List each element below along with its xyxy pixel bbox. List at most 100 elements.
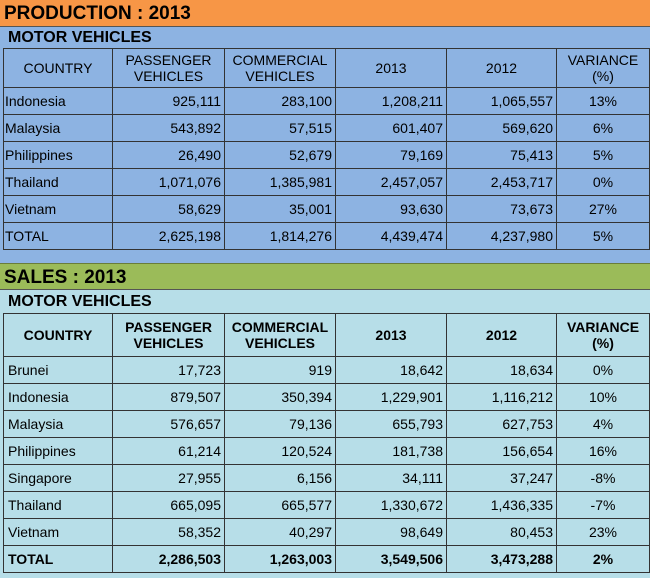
value-cell: 5% [556, 222, 650, 250]
value-cell: 93,630 [335, 195, 447, 223]
value-cell: 10% [556, 383, 650, 411]
country-cell: Philippines [3, 437, 113, 465]
value-cell: 879,507 [112, 383, 225, 411]
value-cell: 27% [556, 195, 650, 223]
header-row: COUNTRY PASSENGER VEHICLES COMMERCIAL VEHI… [3, 48, 650, 88]
country-cell: Brunei [3, 356, 113, 384]
value-cell: 181,738 [335, 437, 447, 465]
value-cell: 79,169 [335, 141, 447, 169]
country-cell: Philippines [3, 141, 113, 169]
country-cell: TOTAL [3, 222, 113, 250]
value-cell: 0% [556, 356, 650, 384]
column-header: 2012 [446, 48, 557, 88]
table-row: Brunei 17,723 919 18,642 18,634 0% [3, 356, 650, 384]
value-cell: 6% [556, 114, 650, 142]
value-cell: 57,515 [224, 114, 336, 142]
value-cell: 0% [556, 168, 650, 196]
value-cell: 2,457,057 [335, 168, 447, 196]
sales-section: MOTOR VEHICLES COUNTRY PASSENGER VEHICLES… [0, 290, 650, 578]
production-title: PRODUCTION : 2013 [0, 0, 650, 27]
value-cell: 627,753 [446, 410, 557, 438]
table-row: Philippines 61,214 120,524 181,738 156,654 16… [3, 437, 650, 465]
value-cell: 156,654 [446, 437, 557, 465]
value-cell: 1,263,003 [224, 545, 336, 573]
value-cell: 569,620 [446, 114, 557, 142]
value-cell: 26,490 [112, 141, 225, 169]
value-cell: 2,453,717 [446, 168, 557, 196]
value-cell: 350,394 [224, 383, 336, 411]
value-cell: 61,214 [112, 437, 225, 465]
total-row: TOTAL 2,625,198 1,814,276 4,439,474 4,237,98… [3, 222, 650, 250]
value-cell: 1,385,981 [224, 168, 336, 196]
country-cell: Vietnam [3, 195, 113, 223]
column-header: COUNTRY [3, 313, 113, 357]
value-cell: 27,955 [112, 464, 225, 492]
value-cell: 601,407 [335, 114, 447, 142]
country-cell: TOTAL [3, 545, 113, 573]
value-cell: 1,330,672 [335, 491, 447, 519]
column-header: COUNTRY [3, 48, 113, 88]
table-row: Thailand 665,095 665,577 1,330,672 1,436,335… [3, 491, 650, 519]
production-subtitle: MOTOR VEHICLES [8, 29, 152, 46]
value-cell: 919 [224, 356, 336, 384]
table-row: Indonesia 925,111 283,100 1,208,211 1,065,55… [3, 87, 650, 115]
value-cell: 16% [556, 437, 650, 465]
value-cell: 4,439,474 [335, 222, 447, 250]
value-cell: 665,577 [224, 491, 336, 519]
table-row: Philippines 26,490 52,679 79,169 75,413 5% [3, 141, 650, 169]
country-cell: Singapore [3, 464, 113, 492]
value-cell: 120,524 [224, 437, 336, 465]
country-cell: Vietnam [3, 518, 113, 546]
value-cell: 3,473,288 [446, 545, 557, 573]
value-cell: 79,136 [224, 410, 336, 438]
production-table: COUNTRY PASSENGER VEHICLES COMMERCIAL VEHI… [3, 48, 650, 250]
value-cell: 13% [556, 87, 650, 115]
value-cell: 35,001 [224, 195, 336, 223]
column-header: PASSENGER VEHICLES [112, 313, 225, 357]
value-cell: 1,116,212 [446, 383, 557, 411]
value-cell: 80,453 [446, 518, 557, 546]
value-cell: 6,156 [224, 464, 336, 492]
country-cell: Indonesia [3, 87, 113, 115]
value-cell: 1,065,557 [446, 87, 557, 115]
column-header: 2013 [335, 48, 447, 88]
value-cell: 1,229,901 [335, 383, 447, 411]
value-cell: 3,549,506 [335, 545, 447, 573]
country-cell: Indonesia [3, 383, 113, 411]
table-row: Indonesia 879,507 350,394 1,229,901 1,116,21… [3, 383, 650, 411]
value-cell: 2,625,198 [112, 222, 225, 250]
header-row: COUNTRY PASSENGER VEHICLES COMMERCIAL VEHI… [3, 313, 650, 357]
value-cell: 2,286,503 [112, 545, 225, 573]
value-cell: 655,793 [335, 410, 447, 438]
value-cell: 58,352 [112, 518, 225, 546]
table-row: Vietnam 58,352 40,297 98,649 80,453 23% [3, 518, 650, 546]
sales-table: COUNTRY PASSENGER VEHICLES COMMERCIAL VEHI… [3, 313, 650, 573]
value-cell: 75,413 [446, 141, 557, 169]
table-row: Malaysia 543,892 57,515 601,407 569,620 6% [3, 114, 650, 142]
value-cell: 1,814,276 [224, 222, 336, 250]
value-cell: 4,237,980 [446, 222, 557, 250]
total-row: TOTAL 2,286,503 1,263,003 3,549,506 3,473,28… [3, 545, 650, 573]
value-cell: 23% [556, 518, 650, 546]
value-cell: 37,247 [446, 464, 557, 492]
country-cell: Malaysia [3, 114, 113, 142]
value-cell: 5% [556, 141, 650, 169]
table-row: Singapore 27,955 6,156 34,111 37,247 -8% [3, 464, 650, 492]
value-cell: 34,111 [335, 464, 447, 492]
column-header: COMMERCIAL VEHICLES [224, 48, 336, 88]
value-cell: 576,657 [112, 410, 225, 438]
value-cell: 17,723 [112, 356, 225, 384]
value-cell: 1,071,076 [112, 168, 225, 196]
value-cell: 40,297 [224, 518, 336, 546]
value-cell: 4% [556, 410, 650, 438]
table-row: Vietnam 58,629 35,001 93,630 73,673 27% [3, 195, 650, 223]
value-cell: 18,634 [446, 356, 557, 384]
column-header: VARIANCE (%) [556, 313, 650, 357]
column-header: COMMERCIAL VEHICLES [224, 313, 336, 357]
value-cell: -7% [556, 491, 650, 519]
value-cell: 2% [556, 545, 650, 573]
column-header: 2012 [446, 313, 557, 357]
value-cell: 73,673 [446, 195, 557, 223]
value-cell: 1,436,335 [446, 491, 557, 519]
value-cell: 1,208,211 [335, 87, 447, 115]
